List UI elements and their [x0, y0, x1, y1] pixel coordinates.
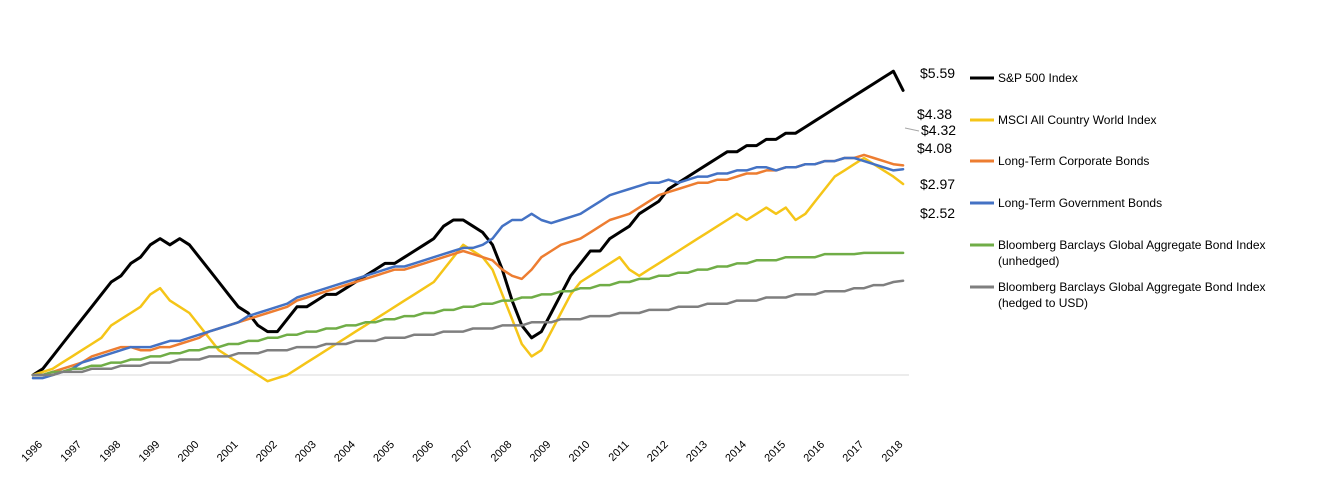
legend-label: Long-Term Corporate Bonds: [998, 154, 1149, 168]
series-line-5: [31, 279, 905, 377]
series-line-4: [31, 251, 905, 377]
legend-label: MSCI All Country World Index: [998, 113, 1157, 127]
x-tick-label: 2018: [880, 439, 906, 465]
x-tick-label: 1996: [19, 439, 45, 465]
x-tick-label: 2013: [684, 439, 710, 465]
x-tick-label: 2010: [567, 439, 593, 465]
legend-item-3: Long-Term Government Bonds: [970, 196, 1162, 210]
end-value-label-3: $4.32: [921, 122, 956, 138]
end-value-label-1: $4.08: [917, 140, 952, 156]
end-value-label-0: $5.59: [920, 65, 955, 81]
legend-item-5: Bloomberg Barclays Global Aggregate Bond…: [970, 280, 1266, 310]
x-tick-label: 2011: [607, 439, 632, 464]
end-value-label-4: $2.97: [920, 176, 955, 192]
legend-item-0: S&P 500 Index: [970, 71, 1078, 85]
end-value-label-5: $2.52: [920, 205, 955, 221]
x-tick-label: 2009: [528, 439, 554, 465]
series-line-0: [31, 69, 905, 377]
x-tick-label: 2014: [723, 439, 749, 465]
leader-line: [904, 127, 920, 132]
legend-item-2: Long-Term Corporate Bonds: [970, 154, 1149, 168]
legend-label: Bloomberg Barclays Global Aggregate Bond…: [998, 280, 1266, 310]
x-tick-label: 2006: [410, 439, 436, 465]
series-line-2: [31, 153, 905, 377]
x-tick-label: 2003: [293, 439, 319, 465]
x-tick-label: 2004: [332, 439, 358, 465]
legend-label: Bloomberg Barclays Global Aggregate Bond…: [998, 238, 1266, 268]
end-label-layer: $5.59 $4.08 $4.38$4.32 $2.97 $2.52: [904, 65, 956, 221]
legend-label: Long-Term Government Bonds: [998, 196, 1162, 210]
series-line-3: [31, 156, 905, 380]
x-tick-label: 2008: [489, 439, 515, 465]
series-layer: [31, 69, 905, 383]
end-value-label-2: $4.38: [917, 106, 952, 122]
legend-layer: S&P 500 Index MSCI All Country World Inde…: [970, 71, 1266, 310]
x-tick-label: 2005: [371, 439, 397, 465]
x-tick-label: 2001: [215, 439, 241, 465]
x-tick-label: 2017: [841, 439, 867, 465]
x-tick-label: 2015: [762, 439, 788, 465]
x-tick-label: 1997: [58, 439, 84, 465]
legend-label: S&P 500 Index: [998, 71, 1078, 85]
x-tick-label: 1998: [98, 439, 124, 465]
axis-layer: 1996 1997 1998 1999 2000 2001 2002 2003 2004 2005…: [19, 374, 909, 465]
x-tick-label: 2000: [176, 439, 202, 465]
x-tick-label: 2002: [254, 439, 280, 465]
x-tick-label: 2007: [450, 439, 476, 465]
legend-item-1: MSCI All Country World Index: [970, 113, 1157, 127]
x-tick-label: 2016: [801, 439, 827, 465]
legend-item-4: Bloomberg Barclays Global Aggregate Bond…: [970, 238, 1266, 268]
x-tick-label: 2012: [645, 439, 671, 465]
x-tick-label: 1999: [137, 439, 163, 465]
